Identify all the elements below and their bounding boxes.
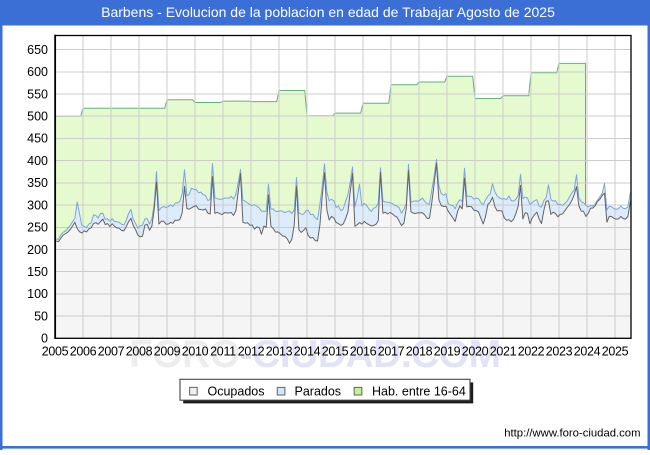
svg-text:Barbens - Evolucion de la pobl: Barbens - Evolucion de la poblacion en e… <box>101 4 555 20</box>
svg-text:2010: 2010 <box>182 345 209 359</box>
svg-text:http://www.foro-ciudad.com: http://www.foro-ciudad.com <box>504 428 640 440</box>
svg-text:2011: 2011 <box>210 345 236 359</box>
svg-text:2025: 2025 <box>602 345 629 359</box>
svg-text:2008: 2008 <box>126 345 153 359</box>
svg-text:2022: 2022 <box>518 345 545 359</box>
svg-text:2019: 2019 <box>434 345 461 359</box>
svg-text:350: 350 <box>27 176 48 190</box>
svg-text:0: 0 <box>41 332 48 346</box>
svg-text:200: 200 <box>27 243 48 257</box>
svg-text:400: 400 <box>27 154 48 168</box>
svg-text:150: 150 <box>27 265 48 279</box>
svg-text:Hab. entre 16-64: Hab. entre 16-64 <box>372 384 466 398</box>
svg-text:2018: 2018 <box>406 345 433 359</box>
svg-text:2017: 2017 <box>378 345 405 359</box>
svg-text:2013: 2013 <box>266 345 293 359</box>
svg-text:550: 550 <box>27 87 48 101</box>
svg-text:2020: 2020 <box>462 345 489 359</box>
svg-text:50: 50 <box>34 309 48 323</box>
svg-text:250: 250 <box>27 221 48 235</box>
svg-text:2012: 2012 <box>238 345 265 359</box>
svg-text:100: 100 <box>27 287 48 301</box>
svg-text:2023: 2023 <box>546 345 573 359</box>
svg-text:450: 450 <box>27 132 48 146</box>
svg-text:2009: 2009 <box>154 345 181 359</box>
svg-text:Ocupados: Ocupados <box>208 384 265 398</box>
svg-text:2016: 2016 <box>350 345 377 359</box>
svg-text:300: 300 <box>27 198 48 212</box>
svg-text:Parados: Parados <box>295 384 342 398</box>
svg-text:2015: 2015 <box>322 345 349 359</box>
svg-text:2014: 2014 <box>294 345 321 359</box>
svg-text:2007: 2007 <box>98 345 125 359</box>
svg-text:2021: 2021 <box>490 345 517 359</box>
svg-text:2024: 2024 <box>574 345 601 359</box>
svg-text:650: 650 <box>27 43 48 57</box>
svg-text:2006: 2006 <box>70 345 97 359</box>
svg-text:600: 600 <box>27 65 48 79</box>
svg-text:500: 500 <box>27 110 48 124</box>
svg-text:2005: 2005 <box>42 345 69 359</box>
